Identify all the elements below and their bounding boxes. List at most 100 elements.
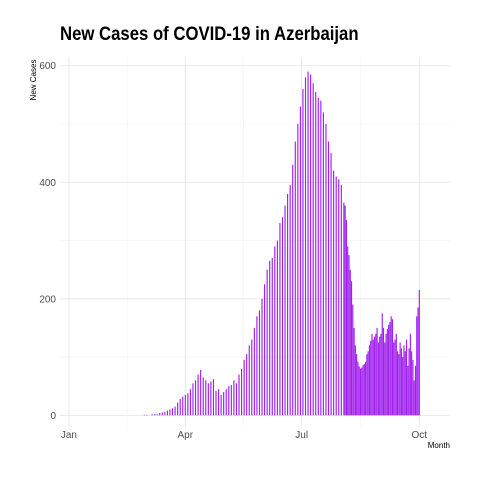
bar xyxy=(365,361,367,416)
bar xyxy=(182,396,184,416)
bar xyxy=(384,342,386,416)
bar xyxy=(217,389,220,416)
bar xyxy=(412,359,414,416)
bars-group xyxy=(143,71,420,416)
bar xyxy=(210,381,212,416)
bar xyxy=(279,223,281,416)
bar xyxy=(343,202,345,416)
bar xyxy=(371,333,373,416)
bar xyxy=(356,354,358,416)
bar xyxy=(400,348,402,416)
bar xyxy=(370,340,372,416)
bar xyxy=(207,383,209,416)
x-axis-title: Month xyxy=(428,441,450,450)
bar xyxy=(202,377,204,416)
bar xyxy=(258,310,261,416)
bar xyxy=(274,246,276,416)
bar xyxy=(363,364,365,416)
bar xyxy=(159,413,161,416)
bar xyxy=(238,374,240,416)
bar xyxy=(416,316,418,416)
bar xyxy=(253,327,255,416)
bar xyxy=(243,359,245,416)
bar xyxy=(379,336,381,416)
bar xyxy=(418,290,420,416)
bar xyxy=(375,333,377,416)
bar xyxy=(171,408,174,416)
bar xyxy=(315,91,317,416)
bar xyxy=(205,380,207,416)
bar xyxy=(357,361,359,416)
bar xyxy=(225,389,227,416)
bar xyxy=(197,374,199,416)
bar xyxy=(281,217,284,416)
bar xyxy=(382,327,385,416)
bar xyxy=(322,112,324,416)
bar xyxy=(248,345,250,416)
bar xyxy=(297,124,299,416)
bar xyxy=(161,412,163,416)
bar xyxy=(235,383,238,416)
bar xyxy=(154,414,156,416)
bar xyxy=(271,258,273,416)
bar xyxy=(302,89,304,416)
bar xyxy=(367,351,369,416)
bar xyxy=(240,368,243,416)
bar xyxy=(187,393,189,416)
bar xyxy=(312,83,314,416)
bar xyxy=(179,399,181,416)
bar xyxy=(317,97,319,416)
bar xyxy=(344,205,346,416)
bar xyxy=(294,141,296,416)
x-tick-label: Jul xyxy=(295,430,308,441)
bar xyxy=(359,368,362,416)
bar xyxy=(333,170,335,416)
bar xyxy=(338,179,340,416)
bar xyxy=(399,342,401,416)
bar xyxy=(261,298,263,416)
bar xyxy=(373,336,376,416)
bar xyxy=(396,351,399,416)
bar xyxy=(404,351,406,416)
bar xyxy=(212,379,215,416)
bar xyxy=(366,354,368,416)
bar xyxy=(368,345,371,416)
x-tick-label: Jan xyxy=(61,430,77,441)
bar xyxy=(349,269,351,416)
bar xyxy=(395,333,397,416)
bar xyxy=(353,327,355,416)
bar xyxy=(169,409,171,416)
bar xyxy=(409,333,411,416)
bar xyxy=(289,185,291,416)
bar xyxy=(189,389,192,416)
bar xyxy=(230,385,232,416)
bar xyxy=(215,390,217,416)
bar xyxy=(408,348,410,416)
bar xyxy=(393,342,395,416)
bar xyxy=(220,394,222,416)
bar xyxy=(377,342,379,416)
bar xyxy=(194,380,197,416)
bar xyxy=(411,351,413,416)
bar xyxy=(256,316,258,416)
bar xyxy=(414,365,417,416)
bar xyxy=(327,141,330,416)
bar xyxy=(156,414,158,416)
bar xyxy=(335,176,337,416)
bar xyxy=(380,333,382,416)
bar xyxy=(389,322,391,416)
bar xyxy=(405,339,408,416)
bar xyxy=(192,383,194,416)
bar xyxy=(372,339,374,416)
bar xyxy=(287,193,289,416)
bar xyxy=(325,124,327,416)
bar xyxy=(299,106,301,416)
bar xyxy=(358,366,360,416)
bar xyxy=(388,325,390,416)
bar xyxy=(330,153,332,416)
bar xyxy=(386,329,388,416)
bar xyxy=(320,100,322,416)
bar xyxy=(390,316,392,416)
bar xyxy=(292,164,294,416)
